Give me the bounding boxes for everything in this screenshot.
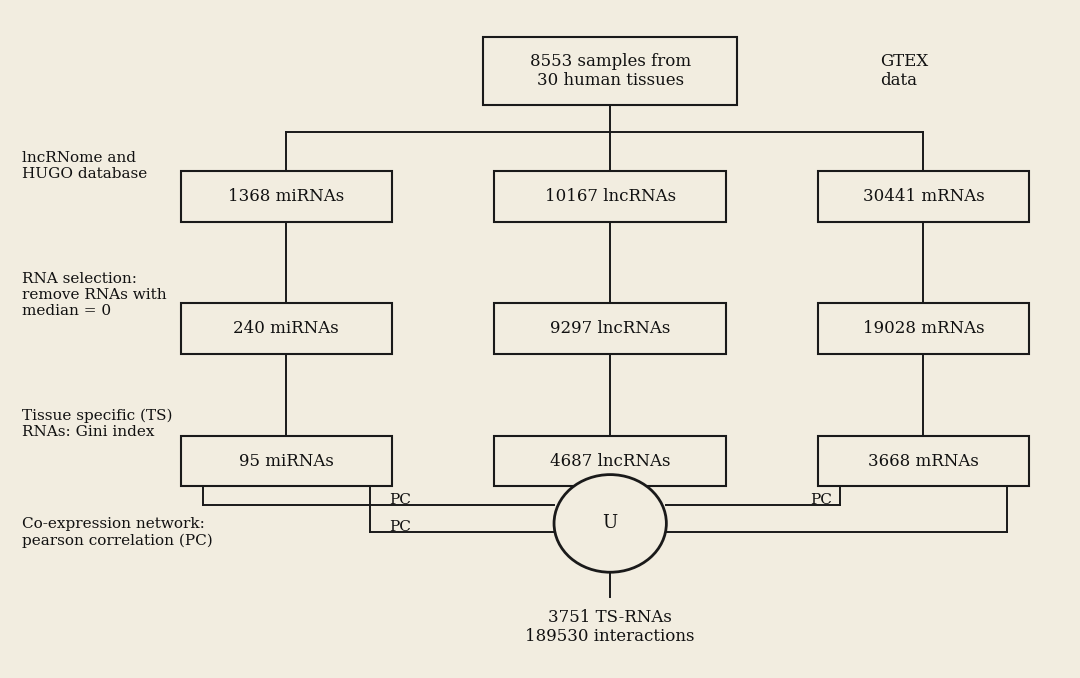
Text: RNA selection:
remove RNAs with
median = 0: RNA selection: remove RNAs with median =… [22,272,166,318]
Text: 4687 lncRNAs: 4687 lncRNAs [550,452,671,470]
Text: 8553 samples from
30 human tissues: 8553 samples from 30 human tissues [529,53,691,89]
Text: U: U [603,515,618,532]
FancyBboxPatch shape [819,304,1028,354]
Text: 9297 lncRNAs: 9297 lncRNAs [550,320,671,338]
Text: Co-expression network:
pearson correlation (PC): Co-expression network: pearson correlati… [22,517,213,548]
FancyBboxPatch shape [819,435,1028,487]
Text: 240 miRNAs: 240 miRNAs [233,320,339,338]
Text: 3668 mRNAs: 3668 mRNAs [868,452,978,470]
Text: 1368 miRNAs: 1368 miRNAs [228,188,345,205]
FancyBboxPatch shape [181,172,392,222]
Text: 10167 lncRNAs: 10167 lncRNAs [544,188,676,205]
FancyBboxPatch shape [483,37,737,105]
Text: 3751 TS-RNAs
189530 interactions: 3751 TS-RNAs 189530 interactions [526,609,694,645]
Text: Tissue specific (TS)
RNAs: Gini index: Tissue specific (TS) RNAs: Gini index [22,408,172,439]
FancyBboxPatch shape [494,304,726,354]
Text: PC: PC [810,493,832,506]
FancyBboxPatch shape [181,435,392,487]
Text: lncRNome and
HUGO database: lncRNome and HUGO database [22,151,147,181]
Ellipse shape [554,475,666,572]
FancyBboxPatch shape [181,304,392,354]
Text: PC: PC [389,520,410,534]
Text: GTEX
data: GTEX data [879,53,928,89]
FancyBboxPatch shape [494,435,726,487]
FancyBboxPatch shape [819,172,1028,222]
Text: PC: PC [389,493,410,506]
FancyBboxPatch shape [494,172,726,222]
Text: 95 miRNAs: 95 miRNAs [239,452,334,470]
Text: 19028 mRNAs: 19028 mRNAs [863,320,984,338]
Text: 30441 mRNAs: 30441 mRNAs [863,188,984,205]
